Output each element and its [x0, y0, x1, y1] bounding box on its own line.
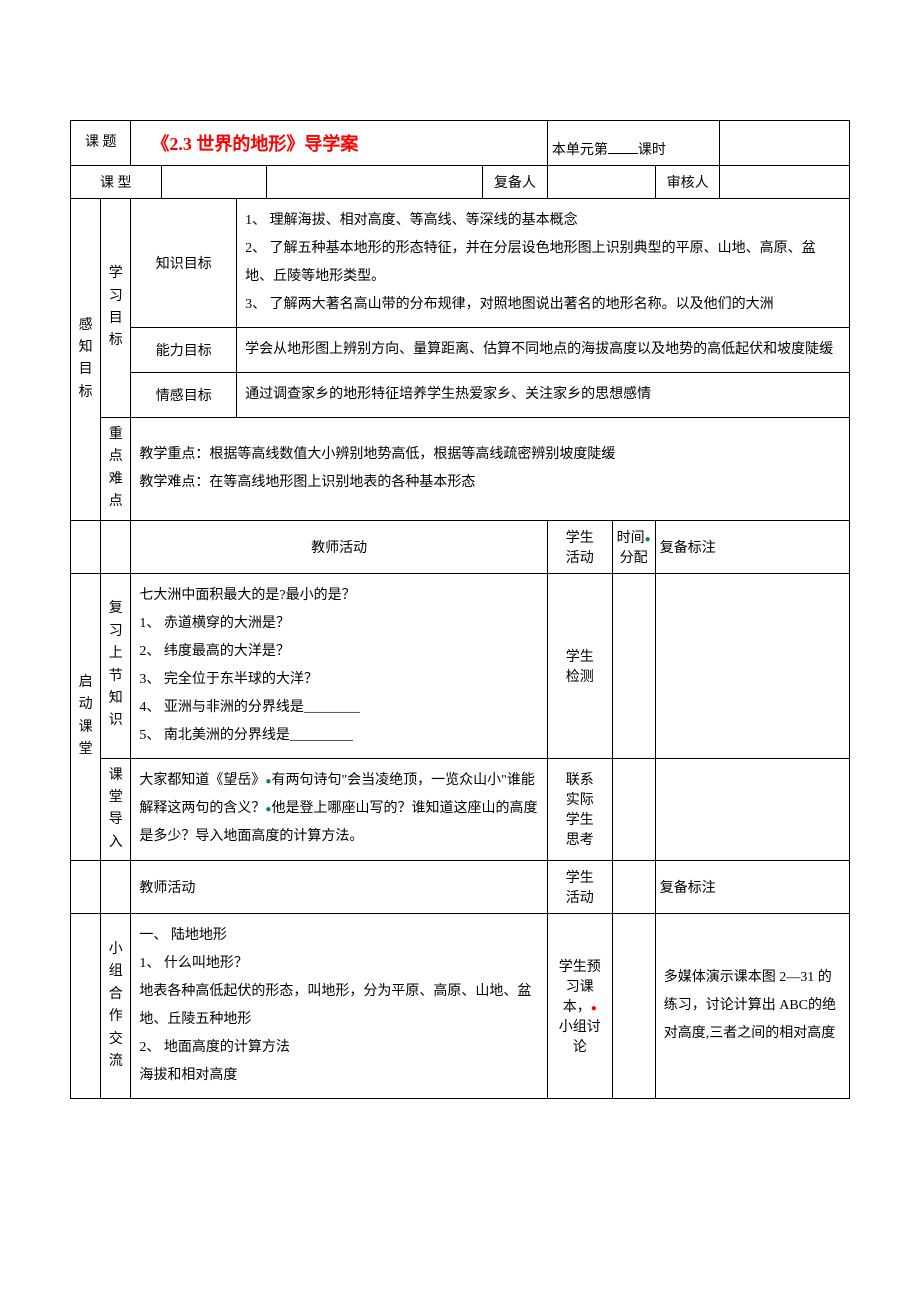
knowledge-goal-content: 1、 理解海拔、相对高度、等高线、等深线的基本概念 2、 了解五种基本地形的形态…	[237, 199, 850, 328]
review-content: 七大洲中面积最大的是?最小的是？ 1、 赤道横穿的大洲是？ 2、 纬度最高的大洋…	[131, 573, 547, 758]
startup-section-label: 启动课堂	[71, 573, 101, 861]
study-goal-label: 学习目标	[101, 199, 131, 418]
ability-goal-label: 能力目标	[131, 328, 237, 373]
lesson-plan-table: 课 题 《2.3 世界的地形》导学案 本单元第 课时 课 型 复备人 审核人 感知…	[70, 120, 850, 1099]
cognitive-goal-label: 感知目标	[71, 199, 101, 521]
knowledge-goal-label: 知识目标	[131, 199, 237, 328]
group-notes: 多媒体演示课本图 2—31 的练习，讨论计算出 ABC的绝对高度,三者之间的相对…	[655, 914, 849, 1099]
emotion-goal-content: 通过调查家乡的地形特征培养学生热爱家乡、关注家乡的思想感情	[237, 373, 850, 418]
review-label: 复习上节知识	[101, 573, 131, 758]
notes-header: 复备标注	[655, 520, 849, 573]
unit-period: 本单元第 课时	[547, 133, 720, 166]
intro-student-activity: 联系实际学生思考	[547, 758, 612, 861]
group-label: 小组合作交流	[101, 914, 131, 1099]
notes-header-2: 复备标注	[655, 861, 849, 914]
reviser-label: 复备人	[483, 166, 548, 199]
keypoint-label: 重点难点	[101, 418, 131, 521]
reviewer-label: 审核人	[655, 166, 720, 199]
group-student-activity: 学生预习课本，●小组讨论	[547, 914, 612, 1099]
intro-content: 大家都知道《望岳》●有两句诗句"会当凌绝顶，一览众山小"谁能解释这两句的含义？●…	[131, 758, 547, 861]
group-content: 一、 陆地地形 1、 什么叫地形？ 地表各种高低起伏的形态，叫地形，分为平原、高…	[131, 914, 547, 1099]
emotion-goal-label: 情感目标	[131, 373, 237, 418]
review-student-activity: 学生检测	[547, 573, 612, 758]
intro-label: 课堂导入	[101, 758, 131, 861]
keypoint-content: 教学重点：根据等高线数值大小辨别地势高低，根据等高线疏密辨别坡度陡缓 教学难点：…	[131, 418, 850, 521]
unit-suffix: 课时	[638, 143, 666, 158]
time-header: 时间●分配	[612, 520, 655, 573]
student-activity-header-2: 学生活动	[547, 861, 612, 914]
lesson-title: 《2.3 世界的地形》导学案	[131, 121, 547, 166]
type-label: 课 型	[71, 166, 162, 199]
student-activity-header: 学生活动	[547, 520, 612, 573]
teacher-activity-header-2: 教师活动	[131, 861, 547, 914]
teacher-activity-header: 教师活动	[131, 520, 547, 573]
topic-label: 课 题	[71, 121, 131, 166]
ability-goal-content: 学会从地形图上辨别方向、量算距离、估算不同地点的海拔高度以及地势的高低起伏和坡度…	[237, 328, 850, 373]
unit-prefix: 本单元第	[552, 143, 608, 158]
